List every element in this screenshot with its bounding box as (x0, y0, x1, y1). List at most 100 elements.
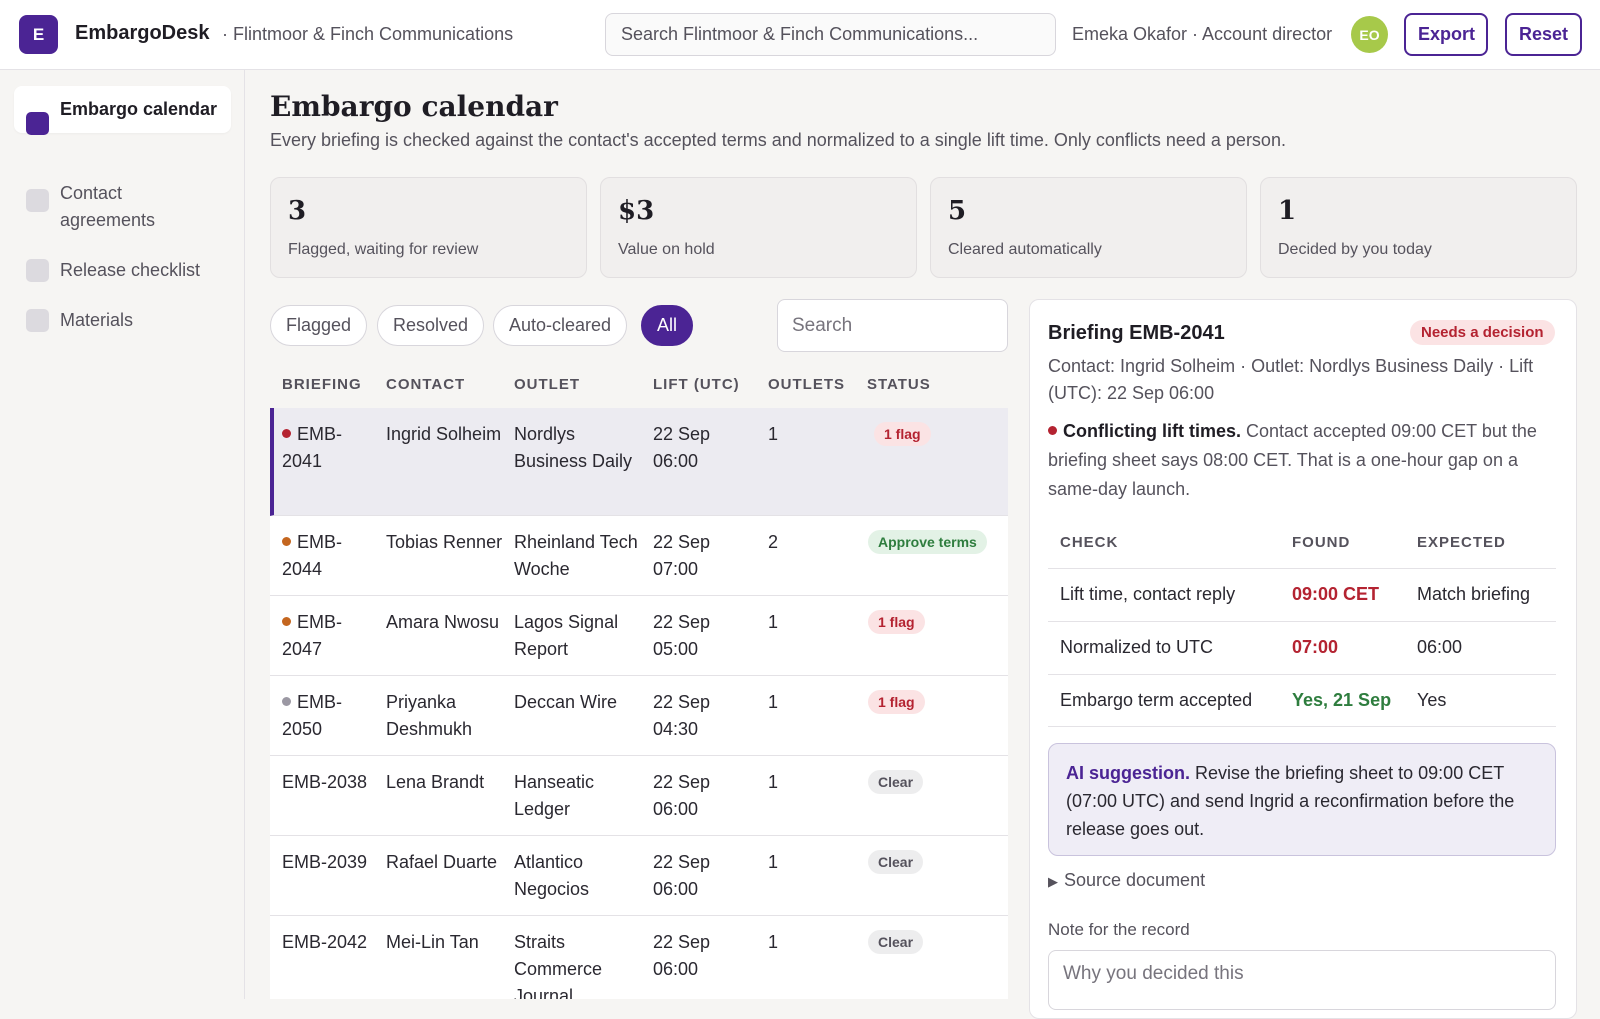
contact-cell: Tobias Renner (386, 532, 503, 552)
column-header-lift[interactable]: LIFT (UTC) (653, 376, 740, 393)
conflict-body: Contact accepted 09:00 CET but the brief… (1048, 421, 1537, 499)
contact-cell: Rafael Duarte (386, 852, 498, 872)
check-found: 09:00 CET (1292, 584, 1380, 604)
page-subtitle: Every briefing is checked against the co… (270, 130, 1286, 150)
filter-chip-all[interactable]: All (641, 305, 694, 346)
app-logo: E (19, 15, 58, 54)
export-button[interactable]: Export (1404, 13, 1488, 56)
status-badge: Clear (868, 930, 924, 954)
table-row[interactable]: EMB-2047 Amara Nwosu Lagos Signal Report… (270, 596, 1008, 676)
table-row[interactable]: EMB-2039 Rafael Duarte Atlantico Negocio… (270, 836, 1008, 916)
check-found: 07:00 (1292, 637, 1339, 657)
current-user-label: Emeka Okafor · Account director (1072, 24, 1333, 44)
stat-value: $3 (618, 196, 655, 226)
column-header-briefing[interactable]: BRIEFING (282, 376, 362, 393)
alert-dot-icon (1048, 426, 1057, 435)
briefing-id-cell: EMB-2044 (282, 529, 372, 583)
column-header-status[interactable]: STATUS (867, 376, 931, 393)
outlet-cell: Straits Commerce Journal (514, 932, 603, 999)
lift-cell: 22 Sep 06:00 (653, 852, 711, 899)
outlet-cell: Atlantico Negocios (514, 852, 590, 899)
avatar[interactable]: EO (1351, 16, 1388, 53)
contact-cell: Amara Nwosu (386, 612, 500, 632)
sidebar-item-embargo-calendar[interactable]: Embargo calendar (14, 86, 231, 135)
check-expected: Yes (1417, 690, 1447, 710)
outlets-cell: 1 (768, 852, 779, 872)
outlets-cell: 1 (768, 612, 779, 632)
outlet-cell: Lagos Signal Report (514, 612, 619, 659)
check-found: Yes, 21 Sep (1292, 690, 1392, 710)
ai-suggestion-title: AI suggestion. (1066, 763, 1191, 783)
column-header-outlet[interactable]: OUTLET (514, 376, 580, 393)
briefing-id: EMB-2041 (282, 424, 342, 471)
briefing-detail-panel: Briefing EMB-2041 Needs a decision Conta… (1029, 299, 1577, 1019)
stat-label: Decided by you today (1278, 241, 1432, 258)
reset-button[interactable]: Reset (1505, 13, 1582, 56)
contact-cell: Priyanka Deshmukh (386, 692, 473, 739)
check-name: Embargo term accepted (1060, 690, 1253, 710)
lift-cell: 22 Sep 04:30 (653, 692, 711, 739)
status-badge: Clear (868, 850, 924, 874)
filter-chip-auto-cleared[interactable]: Auto-cleared (493, 305, 628, 346)
stat-value: 1 (1278, 196, 1297, 226)
briefing-id-cell: EMB-2047 (282, 609, 372, 663)
decision-badge: Needs a decision (1410, 320, 1555, 345)
status-badge: 1 flag (868, 610, 925, 634)
sidebar-item-release-checklist[interactable]: Release checklist (14, 247, 231, 294)
stat-value: 5 (948, 196, 967, 226)
table-row[interactable]: EMB-2042 Mei-Lin Tan Straits Commerce Jo… (270, 916, 1008, 999)
lift-cell: 22 Sep 05:00 (653, 612, 711, 659)
column-header-contact[interactable]: CONTACT (386, 376, 466, 393)
table-search-input[interactable] (777, 299, 1008, 352)
detail-meta: Contact: Ingrid Solheim · Outlet: Nordly… (1048, 356, 1534, 403)
status-badge: 1 flag (868, 690, 925, 714)
status-dot (282, 617, 291, 626)
briefing-id-cell: EMB-2050 (282, 689, 372, 743)
top-bar: E EmbargoDesk · Flintmoor & Finch Commun… (0, 0, 1600, 70)
ai-suggestion-body: Revise the briefing sheet to 09:00 CET (… (1066, 763, 1515, 839)
outlet-cell: Rheinland Tech Woche (514, 532, 638, 579)
contact-cell: Lena Brandt (386, 772, 485, 792)
table-row[interactable]: EMB-2050 Priyanka Deshmukh Deccan Wire 2… (270, 676, 1008, 756)
check-name: Normalized to UTC (1060, 637, 1214, 657)
check-row: Embargo term accepted Yes, 21 Sep Yes (1048, 674, 1556, 727)
organization-name: · Flintmoor & Finch Communications (222, 24, 514, 44)
filter-chip-resolved[interactable]: Resolved (377, 305, 485, 346)
outlets-cell: 2 (768, 532, 779, 552)
table-row[interactable]: EMB-2041 Ingrid Solheim Nordlys Business… (270, 408, 1008, 516)
table-row[interactable]: EMB-2038 Lena Brandt Hanseatic Ledger 22… (270, 756, 1008, 836)
stat-label: Value on hold (618, 241, 715, 258)
briefing-id-cell: EMB-2039 (282, 852, 368, 872)
stat-card-decided: 1 Decided by you today (1260, 177, 1577, 278)
checklist-icon (26, 259, 49, 282)
sidebar: Embargo calendar Contact agreements Rele… (0, 70, 245, 999)
stat-card-value-on-hold: $3 Value on hold (600, 177, 917, 278)
calendar-icon (26, 112, 49, 135)
filter-chip-flagged[interactable]: Flagged (270, 305, 368, 346)
lift-cell: 22 Sep 07:00 (653, 532, 711, 579)
table-row[interactable]: EMB-2044 Tobias Renner Rheinland Tech Wo… (270, 516, 1008, 596)
sidebar-item-materials[interactable]: Materials (14, 297, 231, 344)
agreement-icon (26, 189, 49, 212)
briefing-id: EMB-2047 (282, 612, 342, 659)
app-name: EmbargoDesk (75, 22, 210, 44)
check-row: Lift time, contact reply 09:00 CET Match… (1048, 568, 1556, 621)
page-title: Embargo calendar (270, 90, 558, 123)
status-dot (282, 697, 291, 706)
outlet-cell: Deccan Wire (514, 692, 618, 712)
detail-title: Briefing EMB-2041 (1048, 322, 1225, 344)
stat-value: 3 (288, 196, 307, 226)
sidebar-item-contact-agreements[interactable]: Contact agreements (14, 170, 231, 244)
contact-cell: Ingrid Solheim (386, 424, 502, 444)
contact-cell: Mei-Lin Tan (386, 932, 479, 952)
sidebar-item-label: Embargo calendar (60, 99, 218, 119)
global-search-input[interactable] (605, 13, 1056, 56)
column-header-outlets[interactable]: OUTLETS (768, 376, 845, 393)
note-input[interactable] (1048, 950, 1556, 1010)
materials-icon (26, 309, 49, 332)
briefing-id: EMB-2044 (282, 532, 342, 579)
outlets-cell: 1 (768, 932, 779, 952)
ai-suggestion-box: AI suggestion. Revise the briefing sheet… (1048, 743, 1556, 856)
source-document-label: Source document (1064, 870, 1206, 890)
source-document-toggle[interactable]: ▶ Source document (1048, 870, 1205, 891)
